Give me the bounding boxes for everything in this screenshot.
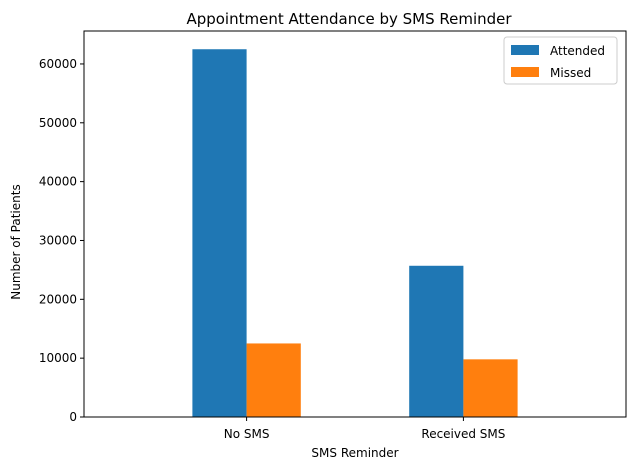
y-tick-label-6: 60000 (39, 57, 77, 71)
ticks-group: 0 10000 20000 30000 40000 50000 60000 No SMS Rec… (39, 57, 506, 441)
legend-swatch-missed (511, 67, 539, 77)
x-axis-label: SMS Reminder (311, 446, 398, 460)
legend-swatch-attended (511, 45, 539, 55)
legend-label-missed: Missed (550, 66, 591, 80)
x-tick-label-1: Received SMS (421, 427, 505, 441)
bar-missed-0 (246, 343, 301, 417)
legend: Attended Missed (503, 36, 618, 85)
plot-frame (83, 30, 627, 418)
y-tick-label-2: 20000 (39, 292, 77, 306)
y-tick-label-3: 30000 (39, 233, 77, 247)
chart-title: Appointment Attendance by SMS Reminder (186, 10, 512, 28)
y-tick-label-5: 50000 (39, 116, 77, 130)
y-tick-label-1: 10000 (39, 351, 77, 365)
legend-label-attended: Attended (550, 44, 605, 58)
bar-missed-1 (463, 359, 518, 417)
y-tick-label-0: 0 (69, 410, 77, 424)
bars-group (192, 49, 518, 418)
y-tick-label-4: 40000 (39, 175, 77, 189)
y-axis-label: Number of Patients (9, 184, 23, 299)
bar-attended-0 (192, 49, 247, 418)
x-tick-label-0: No SMS (224, 427, 270, 441)
bar-attended-1 (409, 265, 464, 417)
